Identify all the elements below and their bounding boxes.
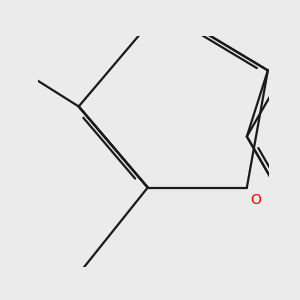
Text: O: O (250, 193, 261, 207)
